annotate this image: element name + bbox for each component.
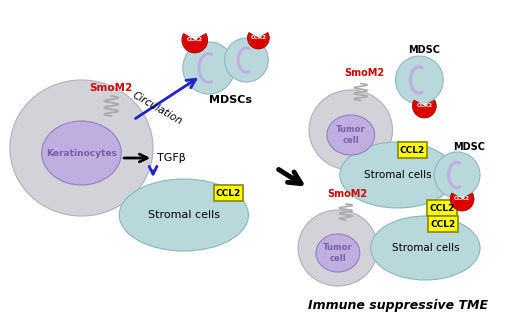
Text: Tumor
cell: Tumor cell	[336, 125, 366, 145]
Wedge shape	[182, 34, 208, 53]
Text: SmoM2: SmoM2	[90, 83, 133, 93]
Text: CCL2: CCL2	[216, 188, 241, 197]
Text: CCL2: CCL2	[430, 204, 455, 212]
Wedge shape	[412, 100, 436, 118]
Circle shape	[183, 42, 234, 94]
Ellipse shape	[10, 80, 153, 216]
Circle shape	[395, 56, 443, 104]
Text: CCR2: CCR2	[454, 196, 470, 201]
Wedge shape	[247, 33, 269, 49]
Text: MDSCs: MDSCs	[209, 95, 252, 105]
Ellipse shape	[371, 216, 480, 280]
Text: CCR2: CCR2	[416, 102, 432, 108]
Ellipse shape	[119, 179, 248, 251]
Ellipse shape	[327, 115, 375, 155]
Text: Circulation: Circulation	[130, 90, 184, 126]
Text: CCL2: CCL2	[400, 146, 425, 155]
Text: Keratinocytes: Keratinocytes	[46, 148, 117, 157]
Ellipse shape	[298, 210, 378, 286]
Ellipse shape	[42, 121, 121, 185]
Text: Immune suppressive TME: Immune suppressive TME	[308, 300, 487, 313]
FancyBboxPatch shape	[397, 142, 428, 158]
FancyBboxPatch shape	[214, 185, 244, 201]
Text: MDSC: MDSC	[409, 45, 440, 55]
Text: CCL2: CCL2	[431, 220, 456, 228]
Text: MDSC: MDSC	[453, 142, 485, 152]
Text: TGFβ: TGFβ	[157, 153, 185, 163]
Ellipse shape	[340, 142, 455, 208]
Ellipse shape	[316, 234, 360, 272]
Wedge shape	[450, 193, 474, 211]
Text: Stromal cells: Stromal cells	[392, 243, 459, 253]
Text: Stromal cells: Stromal cells	[364, 170, 431, 180]
Text: SmoM2: SmoM2	[328, 189, 368, 199]
Ellipse shape	[309, 90, 393, 170]
Text: Stromal cells: Stromal cells	[148, 210, 220, 220]
FancyBboxPatch shape	[428, 200, 457, 216]
Text: CCR2: CCR2	[250, 35, 266, 39]
FancyBboxPatch shape	[429, 216, 458, 232]
Circle shape	[434, 152, 480, 198]
Text: Tumor
cell: Tumor cell	[323, 243, 353, 263]
Text: CCR2: CCR2	[187, 36, 203, 42]
Text: SmoM2: SmoM2	[345, 68, 385, 78]
Circle shape	[225, 38, 268, 82]
